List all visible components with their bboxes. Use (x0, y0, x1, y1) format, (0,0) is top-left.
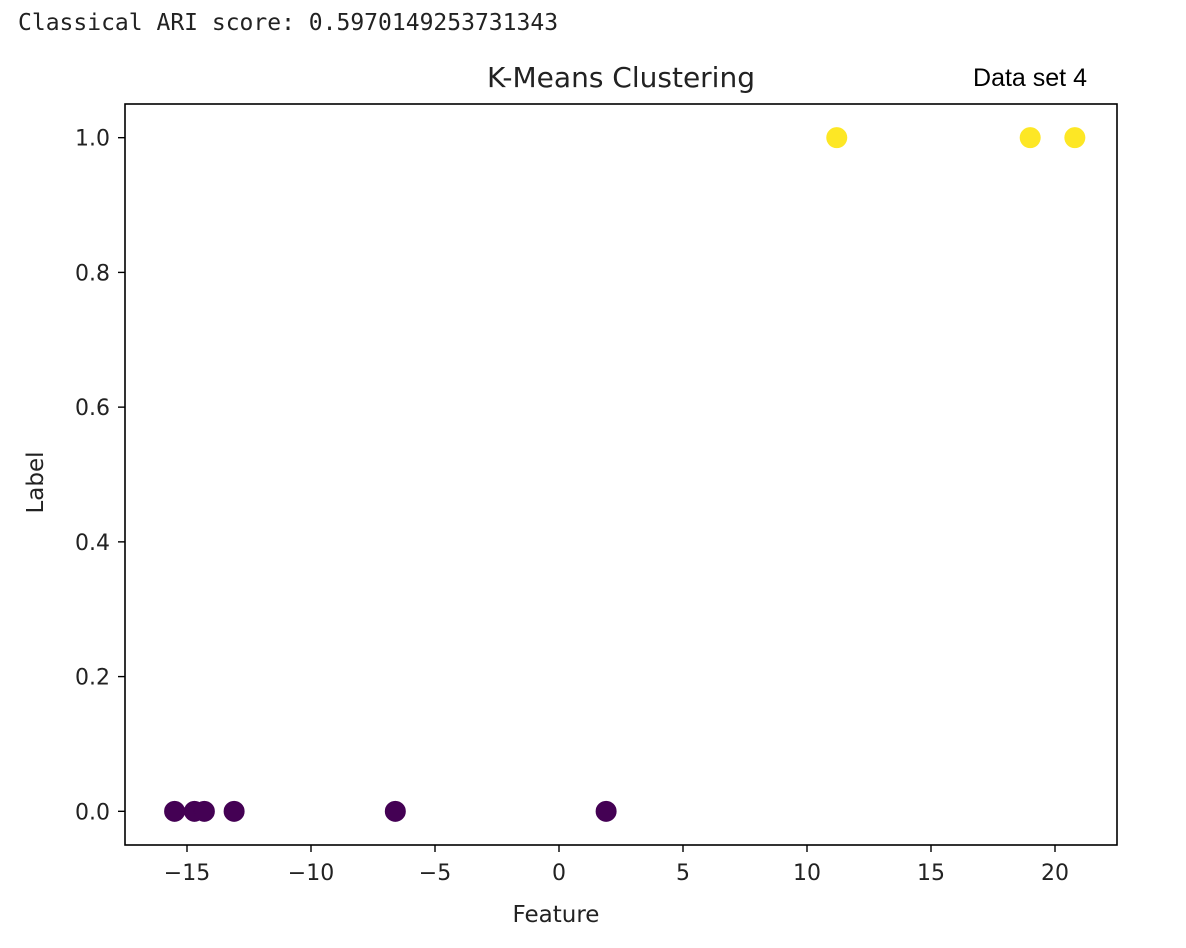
y-tick-label: 0.0 (75, 800, 110, 825)
y-axis-label: Label (23, 451, 49, 513)
y-tick-label: 0.4 (75, 531, 110, 556)
data-point (1064, 127, 1086, 149)
data-point (223, 800, 245, 822)
y-tick-label: 0.8 (75, 261, 110, 286)
x-tick-label: 10 (793, 861, 821, 886)
x-axis-label: Feature (513, 902, 600, 928)
x-tick-label: 20 (1041, 861, 1069, 886)
data-point (384, 800, 406, 822)
x-tick-label: 15 (917, 861, 945, 886)
y-tick-label: 1.0 (75, 127, 110, 152)
chart-title: K-Means Clustering (487, 61, 755, 94)
data-point (164, 800, 186, 822)
x-tick-label: 5 (676, 861, 690, 886)
x-tick-label: −10 (288, 861, 334, 886)
y-tick-label: 0.2 (75, 666, 110, 691)
x-tick-label: 0 (552, 861, 566, 886)
data-point (1019, 127, 1041, 149)
console-output: Classical ARI score: 0.5970149253731343 (18, 10, 559, 36)
data-point (595, 800, 617, 822)
y-tick-label: 0.6 (75, 396, 110, 421)
chart-annotation: Data set 4 (973, 64, 1087, 92)
plot-frame (124, 103, 1118, 846)
data-point (826, 127, 848, 149)
x-tick-label: −15 (164, 861, 210, 886)
data-point (193, 800, 215, 822)
x-tick-label: −5 (419, 861, 451, 886)
plot-area: −15 −10 −5 0 5 10 15 20 0.0 0.2 0.4 0.6 0.8 1.0 (75, 103, 1118, 886)
